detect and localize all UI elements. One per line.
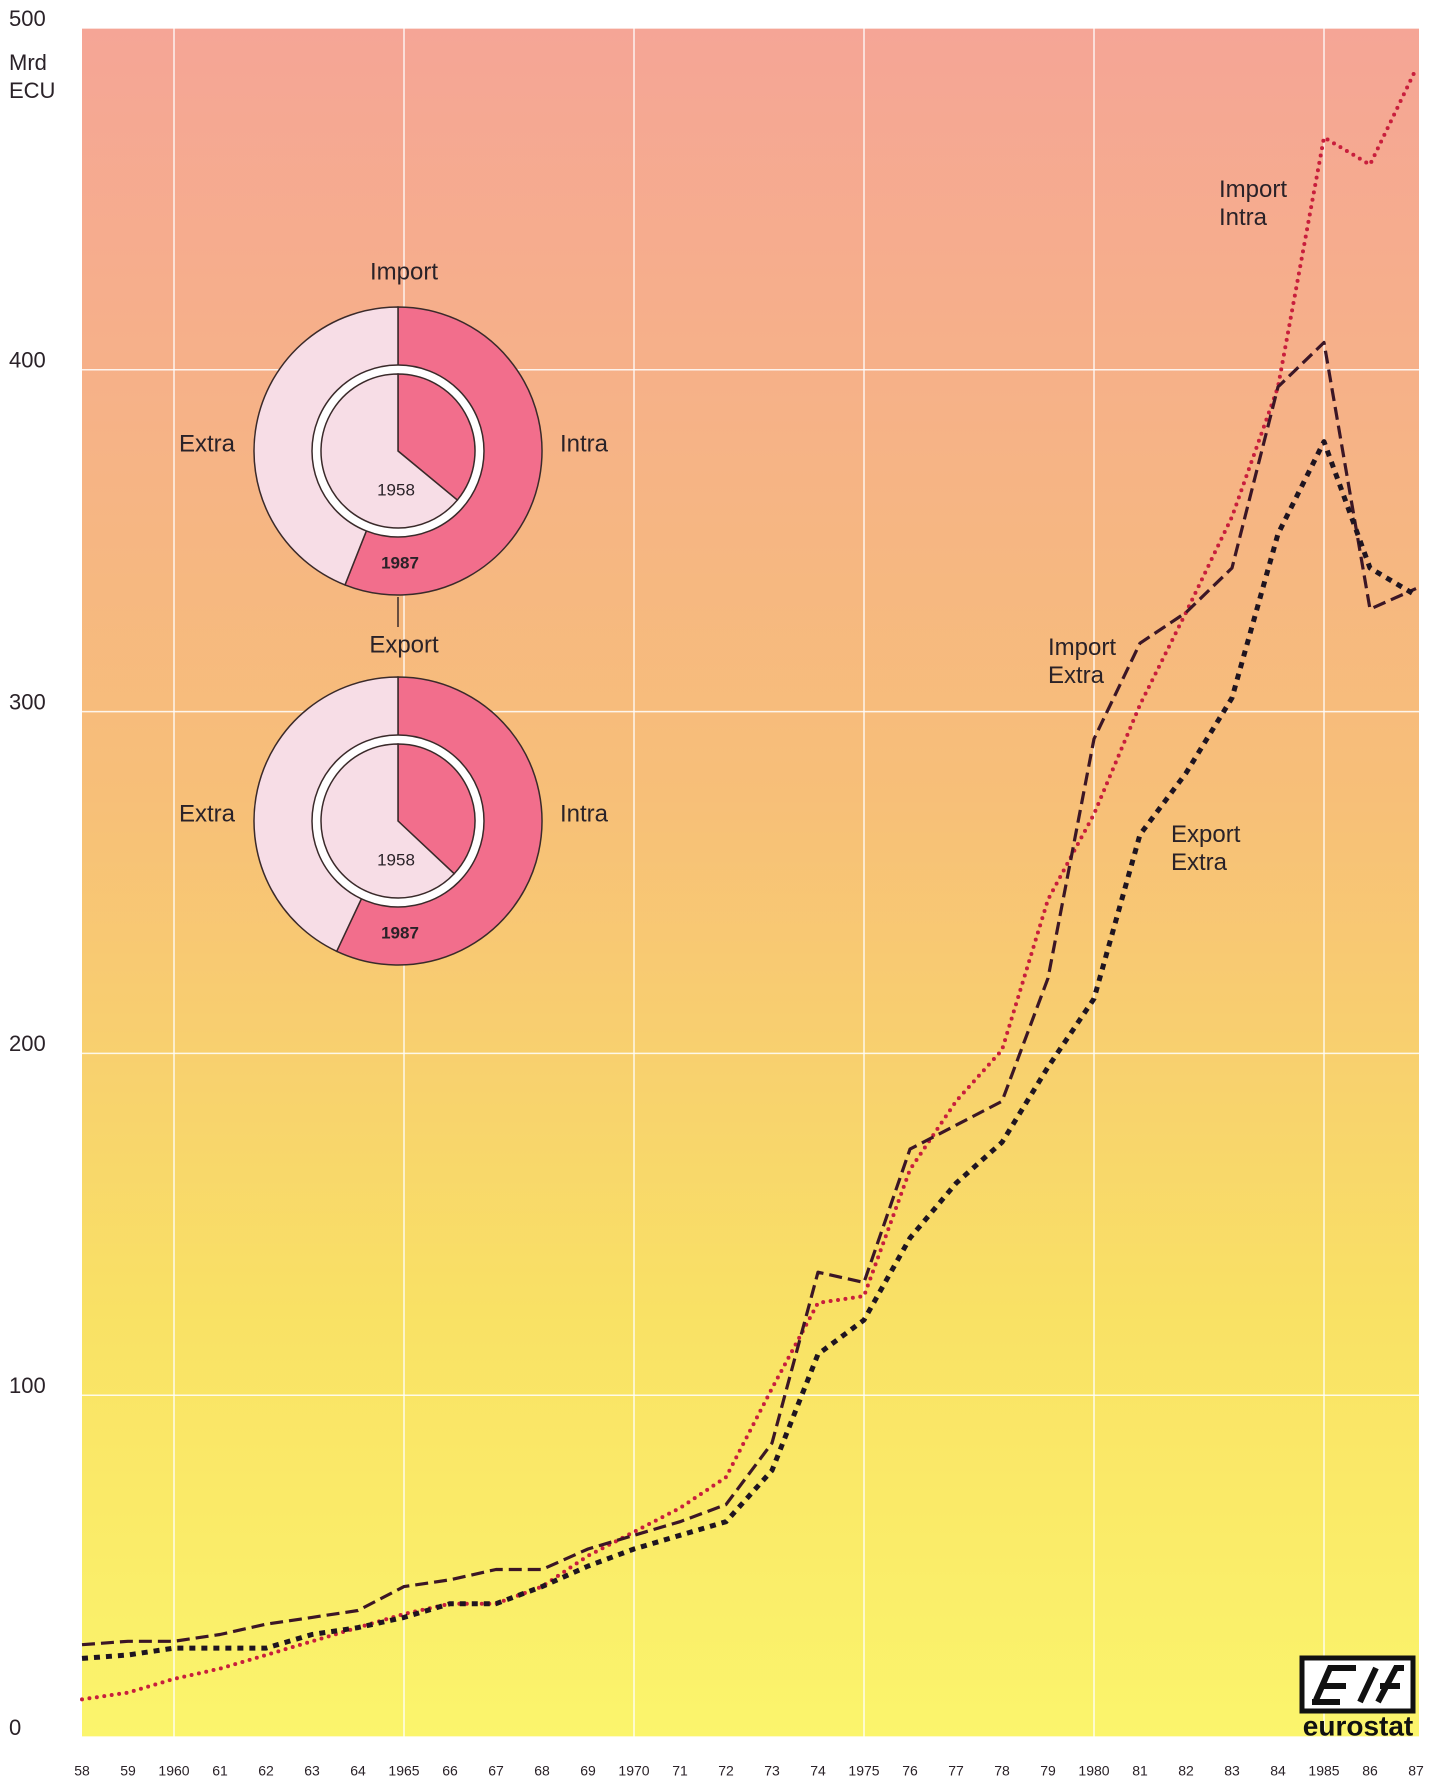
x-tick-label: 59 bbox=[120, 1763, 136, 1779]
x-tick-label: 72 bbox=[718, 1763, 734, 1779]
y-axis-label: Mrd bbox=[9, 50, 47, 75]
x-tick-label: 1970 bbox=[618, 1763, 649, 1779]
series-label: Import Extra bbox=[1048, 634, 1117, 689]
x-tick-label: 64 bbox=[350, 1763, 366, 1779]
x-tick-label: 63 bbox=[304, 1763, 320, 1779]
pie-category-label: Intra bbox=[560, 800, 609, 827]
x-tick-label: 68 bbox=[534, 1763, 550, 1779]
data-line bbox=[81, 340, 1417, 1647]
x-tick-label: 86 bbox=[1362, 1763, 1378, 1779]
x-tick-label: 84 bbox=[1270, 1763, 1286, 1779]
x-tick-label: 73 bbox=[764, 1763, 780, 1779]
x-tick-label: 71 bbox=[672, 1763, 688, 1779]
pie-category-label: Extra bbox=[179, 800, 236, 827]
x-tick-label: 66 bbox=[442, 1763, 458, 1779]
x-tick-label: 1985 bbox=[1308, 1763, 1339, 1779]
x-tick-label: 79 bbox=[1040, 1763, 1056, 1779]
series-label: Import Intra bbox=[1219, 176, 1288, 231]
pie-title: Import bbox=[370, 258, 438, 285]
pie-wedge bbox=[397, 743, 476, 875]
x-tick-label: 87 bbox=[1408, 1763, 1424, 1779]
x-tick-label: 1960 bbox=[158, 1763, 189, 1779]
y-tick-label: 200 bbox=[9, 1031, 46, 1056]
x-tick-label: 81 bbox=[1132, 1763, 1148, 1779]
y-tick-label: 100 bbox=[9, 1373, 46, 1398]
y-tick-label: 0 bbox=[9, 1715, 21, 1740]
y-tick-label: 400 bbox=[9, 348, 46, 373]
x-tick-label: 58 bbox=[74, 1763, 90, 1779]
ring-label: 1958 bbox=[377, 480, 415, 499]
logo-mark bbox=[1312, 1665, 1404, 1705]
pie-wedge bbox=[397, 373, 476, 502]
x-tick-label: 67 bbox=[488, 1763, 504, 1779]
x-tick-label: 78 bbox=[994, 1763, 1010, 1779]
source-logo-text: eurostat bbox=[1303, 1710, 1413, 1741]
y-tick-label: 500 bbox=[9, 6, 46, 31]
x-tick-label: 83 bbox=[1224, 1763, 1240, 1779]
series-label: Export Extra bbox=[1171, 821, 1241, 876]
pie-title: Export bbox=[369, 631, 439, 658]
ring-label: 1958 bbox=[377, 850, 415, 869]
ring-label: 1987 bbox=[381, 923, 419, 942]
x-tick-label: 74 bbox=[810, 1763, 826, 1779]
x-tick-label: 61 bbox=[212, 1763, 228, 1779]
x-tick-label: 69 bbox=[580, 1763, 596, 1779]
y-axis-label: ECU bbox=[9, 78, 55, 103]
x-tick-label: 82 bbox=[1178, 1763, 1194, 1779]
x-tick-label: 1975 bbox=[848, 1763, 879, 1779]
ring-label: 1987 bbox=[381, 553, 419, 572]
pie-wedge bbox=[320, 373, 459, 529]
y-tick-label: 300 bbox=[9, 689, 46, 714]
x-tick-label: 77 bbox=[948, 1763, 964, 1779]
x-tick-label: 62 bbox=[258, 1763, 274, 1779]
pie-category-label: Extra bbox=[179, 430, 236, 457]
x-tick-label: 1965 bbox=[388, 1763, 419, 1779]
pie-wedge bbox=[320, 743, 456, 899]
x-tick-label: 1980 bbox=[1078, 1763, 1109, 1779]
data-line bbox=[81, 439, 1418, 1661]
x-tick-label: 76 bbox=[902, 1763, 918, 1779]
pie-category-label: Intra bbox=[560, 430, 609, 457]
